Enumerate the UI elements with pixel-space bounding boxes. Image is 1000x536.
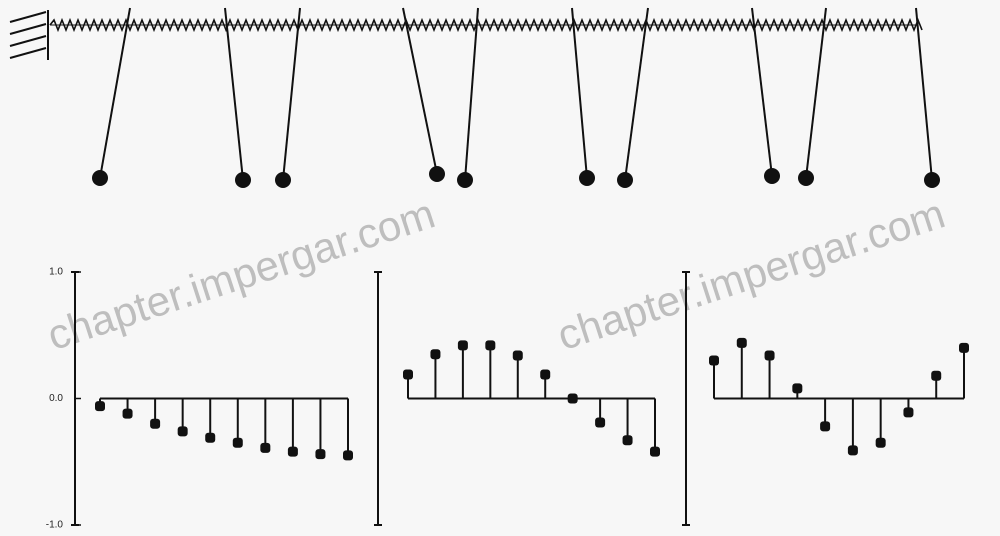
stem-marker xyxy=(288,447,298,457)
stem-marker xyxy=(650,447,660,457)
pendulum-bob xyxy=(579,170,595,186)
stem-marker xyxy=(540,369,550,379)
stem-marker xyxy=(95,401,105,411)
stem-marker xyxy=(315,449,325,459)
background xyxy=(0,0,1000,536)
stem-marker xyxy=(765,350,775,360)
stem-marker xyxy=(959,343,969,353)
stem-marker xyxy=(403,369,413,379)
pendulum-bob xyxy=(798,170,814,186)
stem-marker xyxy=(848,445,858,455)
stem-marker xyxy=(568,394,578,404)
stem-marker xyxy=(623,435,633,445)
pendulum-bob xyxy=(764,168,780,184)
stem-marker xyxy=(150,419,160,429)
stem-marker xyxy=(205,433,215,443)
stem-marker xyxy=(458,340,468,350)
stem-marker xyxy=(737,338,747,348)
pendulum-bob xyxy=(275,172,291,188)
pendulum-bob xyxy=(235,172,251,188)
pendulum-bob xyxy=(429,166,445,182)
y-tick-label: -1.0 xyxy=(46,520,64,531)
stem-marker xyxy=(430,349,440,359)
stem-marker xyxy=(485,340,495,350)
stem-marker xyxy=(178,426,188,436)
stem-marker xyxy=(931,371,941,381)
pendulum-bob xyxy=(617,172,633,188)
y-tick-label: 0.0 xyxy=(49,393,63,404)
stem-marker xyxy=(792,383,802,393)
stem-marker xyxy=(343,450,353,460)
stem-marker xyxy=(260,443,270,453)
stem-marker xyxy=(903,407,913,417)
pendulum-bob xyxy=(924,172,940,188)
stem-marker xyxy=(123,409,133,419)
stem-marker xyxy=(709,356,719,366)
stem-marker xyxy=(876,438,886,448)
pendulum-bob xyxy=(457,172,473,188)
y-tick-label: 1.0 xyxy=(49,267,63,278)
stem-marker xyxy=(595,418,605,428)
figure: chapter.impergar.com chapter.impergar.co… xyxy=(0,0,1000,536)
stem-marker xyxy=(820,421,830,431)
pendulum-bob xyxy=(92,170,108,186)
stem-marker xyxy=(513,350,523,360)
stem-marker xyxy=(233,438,243,448)
